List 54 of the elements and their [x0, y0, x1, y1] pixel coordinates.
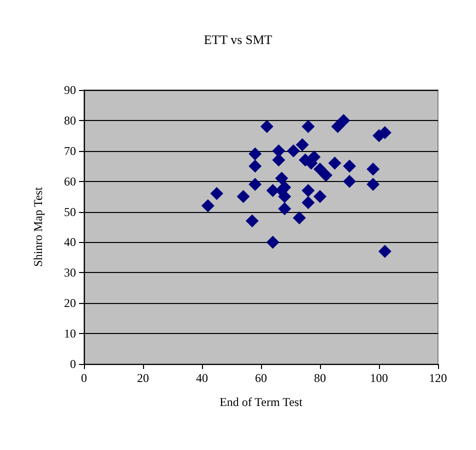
x-tick-label: 40 [196, 371, 208, 385]
chart-title: ETT vs SMT [204, 32, 272, 47]
y-tick-label: 10 [64, 326, 76, 341]
point [314, 190, 326, 204]
point [201, 199, 214, 212]
point [286, 144, 300, 158]
x-tick-label: 60 [255, 371, 267, 385]
point [378, 244, 392, 258]
x-axis-title: End of Term Test [220, 395, 304, 409]
point [319, 168, 332, 182]
y-tick-label: 50 [64, 204, 76, 219]
y-tick-label: 60 [64, 174, 76, 188]
point [314, 162, 326, 176]
x-tick-label: 80 [314, 371, 326, 385]
y-tick-label: 30 [64, 266, 76, 280]
point [278, 202, 292, 216]
point [266, 236, 280, 249]
point [328, 156, 342, 170]
point [296, 138, 309, 152]
point [248, 178, 262, 191]
y-tick-label: 80 [64, 113, 76, 128]
point [343, 160, 356, 173]
point [302, 184, 315, 197]
point [302, 196, 315, 210]
point [248, 160, 262, 173]
point [278, 180, 292, 194]
point [236, 190, 250, 204]
point [272, 154, 286, 167]
point [302, 120, 315, 134]
point [366, 162, 380, 176]
y-axis-title: Shinro Map Test [31, 186, 45, 267]
y-tick-label: 90 [64, 83, 76, 97]
point [292, 211, 306, 224]
x-tick-label: 120 [429, 371, 447, 385]
point [275, 172, 288, 185]
point [246, 214, 259, 228]
x-tick-label: 20 [137, 371, 149, 385]
point [272, 144, 286, 158]
point [266, 184, 280, 197]
point [210, 187, 224, 200]
point [308, 150, 321, 164]
point [331, 120, 344, 134]
point [337, 114, 350, 127]
point [260, 120, 274, 134]
y-tick-label: 40 [64, 235, 76, 250]
x-tick-label: 0 [81, 371, 87, 385]
y-tick-label: 20 [64, 296, 76, 310]
point [366, 178, 380, 191]
y-tick-label: 0 [70, 357, 76, 371]
point [278, 190, 292, 204]
point [248, 147, 262, 160]
x-tick-label: 100 [370, 371, 388, 385]
point [343, 174, 356, 188]
y-tick-label: 70 [64, 144, 76, 158]
